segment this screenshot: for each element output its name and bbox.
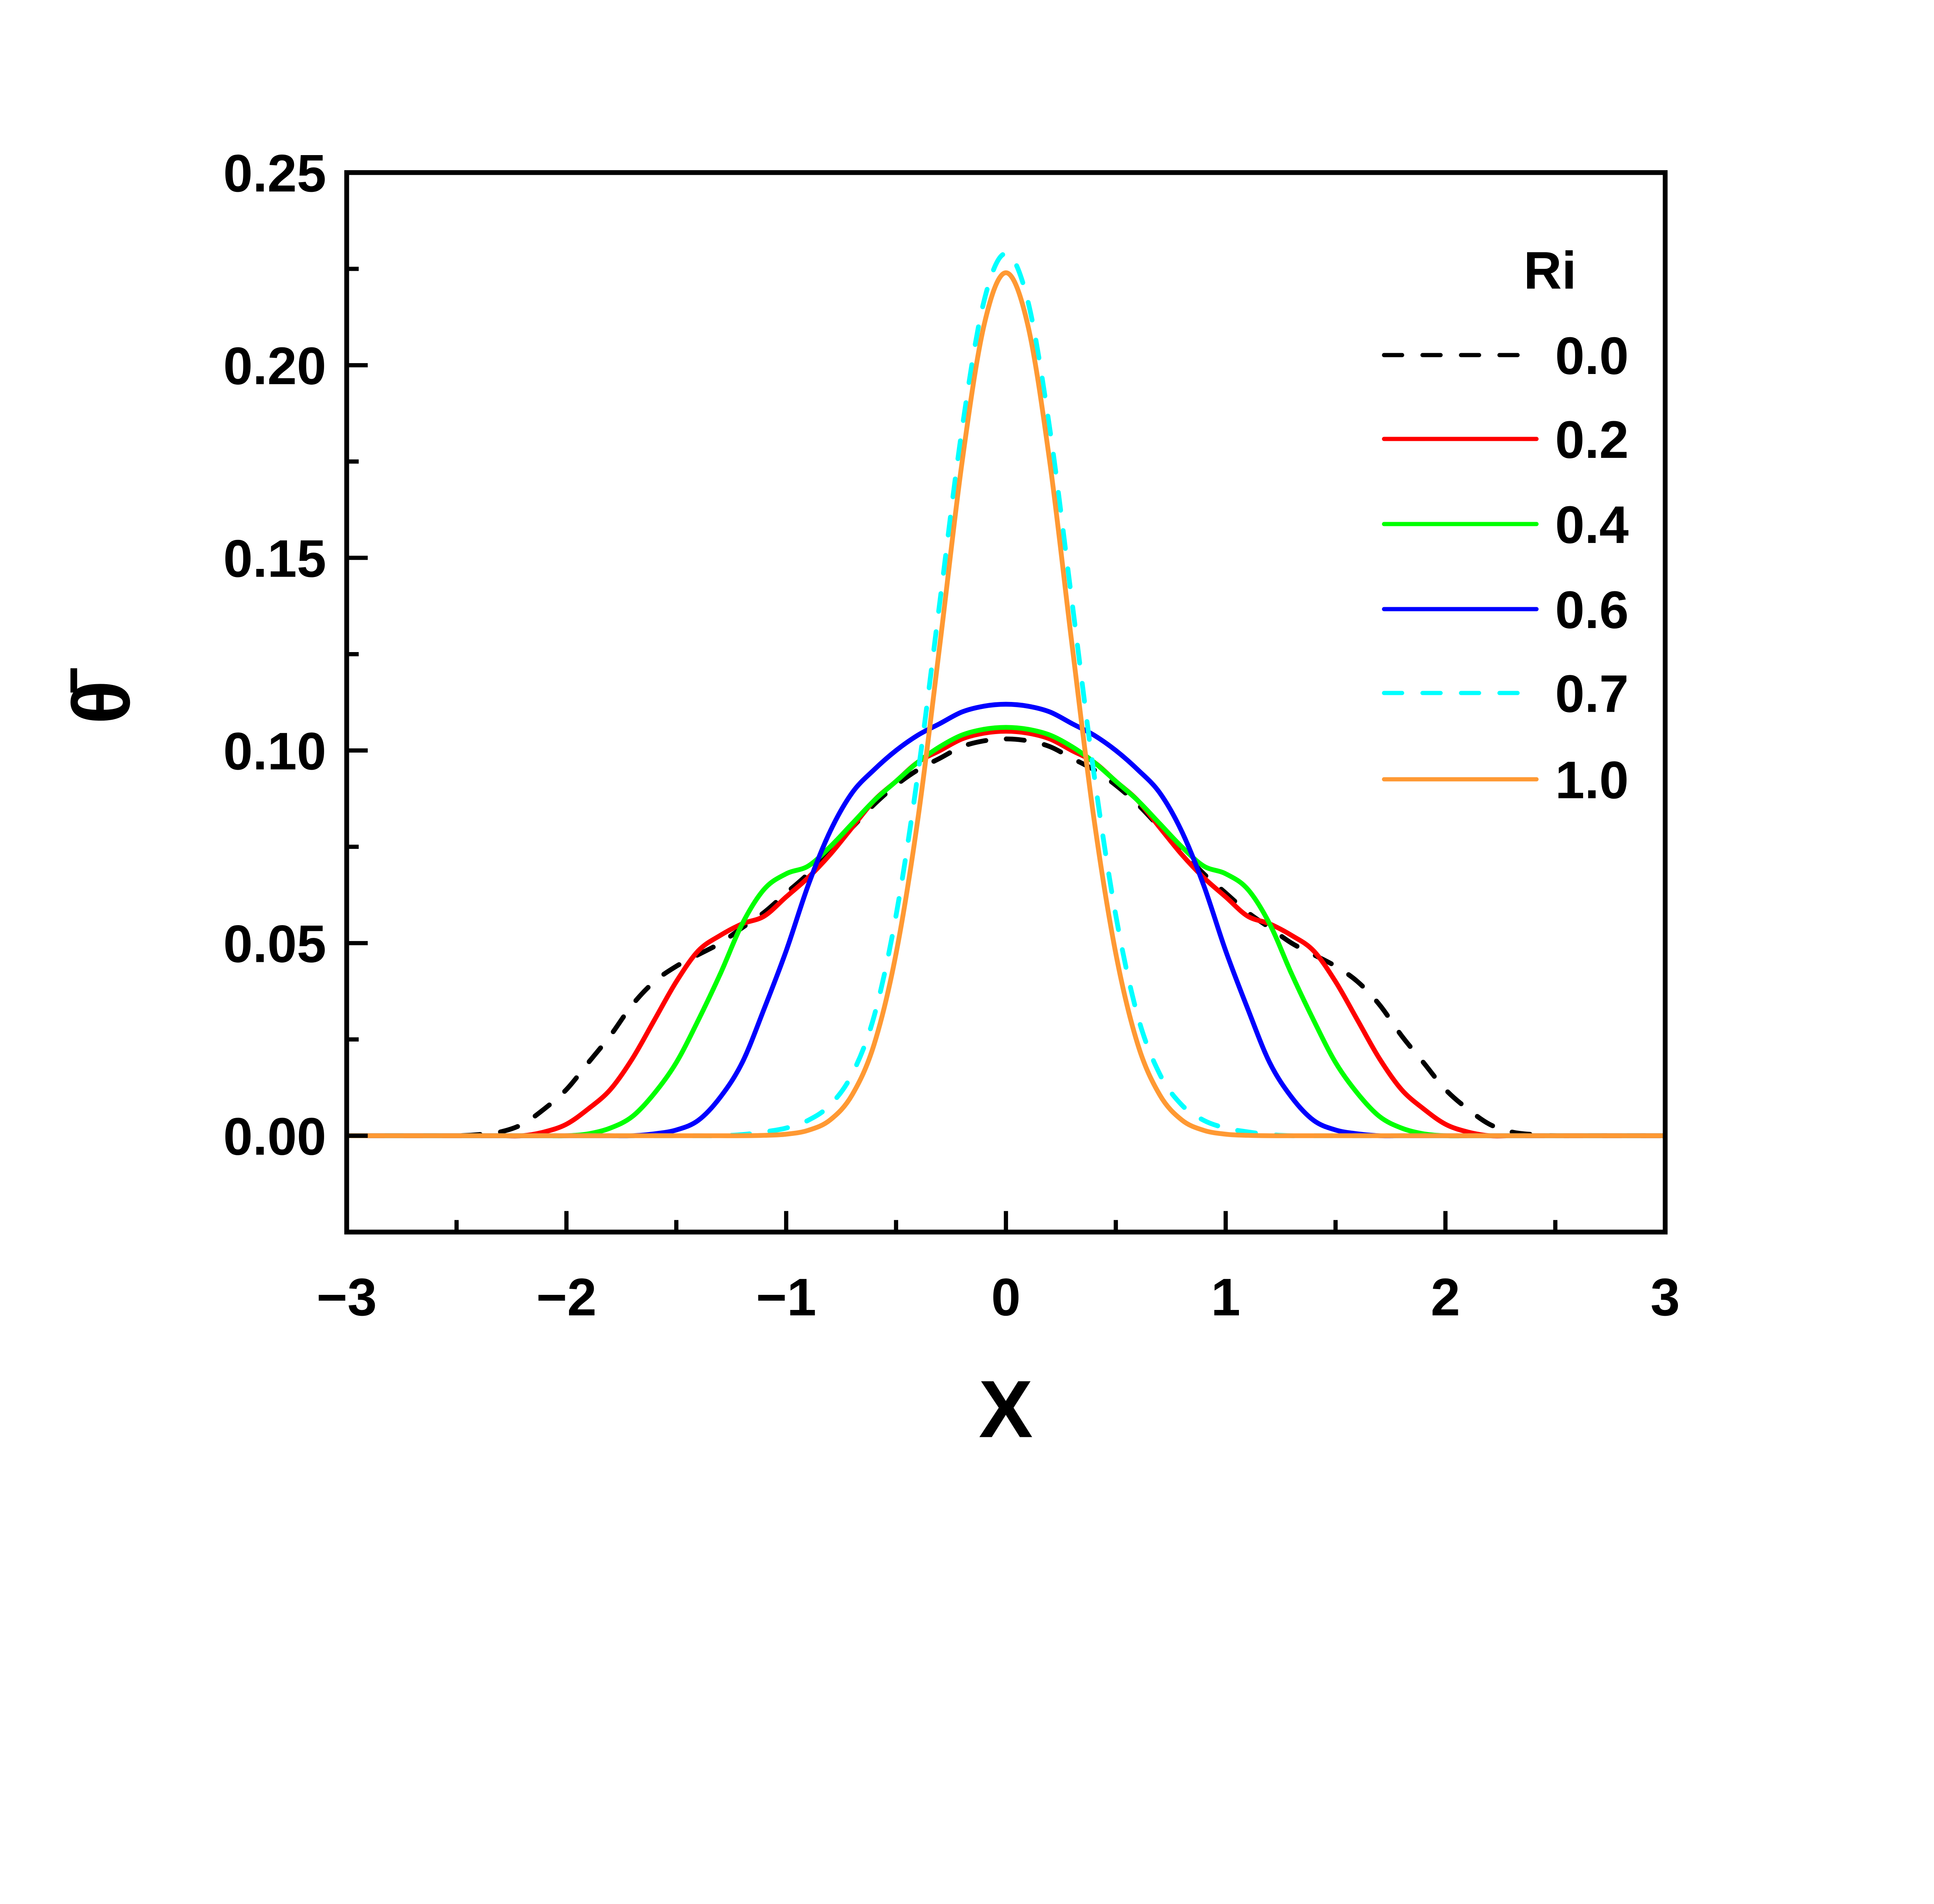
y-tick-label: 0.20 — [223, 336, 326, 395]
x-tick-label: −1 — [756, 1267, 817, 1327]
series-line-ri-0.6 — [347, 702, 1666, 1139]
legend-label: 0.2 — [1555, 410, 1629, 469]
y-tick-label: 0.10 — [223, 721, 326, 780]
series-line-ri-0.4 — [347, 725, 1666, 1139]
ticks-layer — [344, 170, 1667, 1232]
series-line-ri-1.0 — [347, 270, 1666, 1138]
legend-label: 0.4 — [1555, 495, 1629, 554]
y-tick-label: 0.25 — [223, 143, 326, 203]
legend-label: 0.0 — [1555, 326, 1629, 385]
x-axis-title: X — [979, 1364, 1033, 1455]
x-tick-label: 2 — [1431, 1267, 1460, 1327]
legend: Ri 0.0 0.2 0.4 0.6 0.7 1.0 — [1382, 241, 1629, 809]
series-line-ri-0.0 — [347, 736, 1666, 1139]
legend-label: 1.0 — [1555, 750, 1629, 809]
y-tick-label: 0.00 — [223, 1107, 326, 1166]
series-line-ri-0.2 — [347, 729, 1666, 1139]
x-tick-label: 1 — [1211, 1267, 1240, 1327]
legend-label: 0.6 — [1555, 580, 1629, 639]
x-tick-label: −2 — [536, 1267, 596, 1327]
y-axis-title-text: θ̄ — [56, 668, 147, 724]
y-tick-label: 0.15 — [223, 529, 326, 588]
x-tick-label: −3 — [316, 1267, 377, 1327]
y-tick-labels: 0.00 0.05 0.10 0.15 0.20 0.25 — [223, 143, 326, 1166]
x-tick-label: 3 — [1650, 1267, 1680, 1327]
x-tick-label: 0 — [991, 1267, 1021, 1327]
y-tick-label: 0.05 — [223, 914, 326, 973]
legend-label: 0.7 — [1555, 664, 1629, 723]
y-axis-title: θ̄ — [56, 668, 147, 724]
line-chart: −3 −2 −1 0 1 2 3 0.00 0.05 0.10 0.15 0.20 0.25 X θ̄… — [56, 143, 1680, 1455]
legend-title: Ri — [1524, 241, 1577, 300]
series-layer — [347, 251, 1666, 1139]
x-tick-labels: −3 −2 −1 0 1 2 3 — [316, 1267, 1680, 1327]
